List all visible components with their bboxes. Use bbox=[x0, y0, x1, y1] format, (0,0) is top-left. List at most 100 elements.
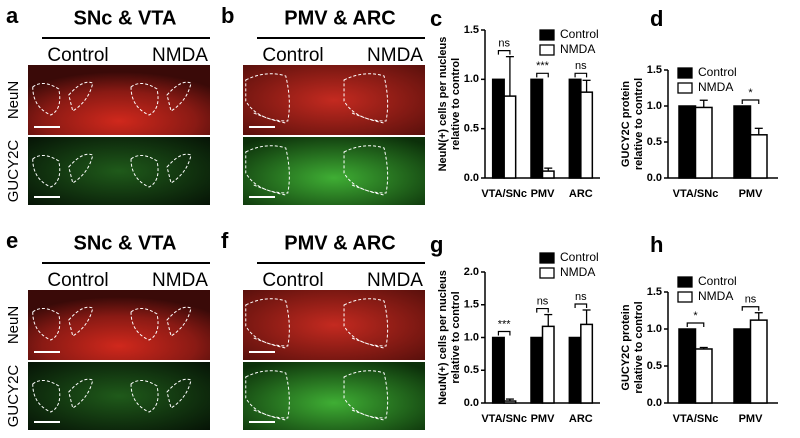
bar bbox=[503, 95, 517, 179]
x-tick-label: VTA/SNc bbox=[673, 413, 719, 425]
significance-bracket bbox=[574, 303, 588, 308]
panel-letter: c bbox=[430, 6, 442, 31]
y-tick-label: 0.0 bbox=[464, 397, 479, 409]
y-axis-label: NeuN(+) cells per nucleus bbox=[437, 37, 449, 172]
micrograph bbox=[243, 362, 425, 430]
significance-bracket bbox=[741, 99, 760, 104]
significance-bracket bbox=[536, 307, 549, 313]
y-tick-label: 0.0 bbox=[647, 172, 662, 184]
nucleus-outline bbox=[130, 153, 192, 188]
micrograph bbox=[243, 65, 425, 135]
y-tick-label: 1.5 bbox=[464, 299, 479, 311]
bar bbox=[694, 106, 713, 179]
y-tick-label: 0.5 bbox=[464, 364, 479, 376]
error-bar bbox=[505, 398, 514, 402]
significance-bracket bbox=[741, 306, 760, 311]
y-axis-label: relative to control bbox=[450, 58, 462, 150]
significance-label: ns bbox=[575, 291, 587, 303]
significance-label: *** bbox=[536, 60, 550, 72]
significance-label: ns bbox=[498, 38, 510, 50]
significance-label: *** bbox=[498, 318, 512, 330]
nucleus-outline bbox=[343, 145, 389, 196]
nucleus-outline bbox=[245, 298, 290, 349]
y-axis-label: GUCY2C protein bbox=[620, 304, 632, 390]
legend-label: NMDA bbox=[698, 289, 733, 303]
nucleus-outline bbox=[32, 378, 94, 413]
x-tick-label: VTA/SNc bbox=[481, 188, 527, 200]
panel-letter: d bbox=[650, 6, 663, 31]
bar bbox=[749, 319, 768, 404]
micrograph bbox=[28, 362, 210, 430]
y-tick-label: 1.0 bbox=[464, 331, 479, 343]
legend-label: Control bbox=[560, 27, 599, 41]
nucleus-outline bbox=[130, 306, 192, 341]
nucleus-outline bbox=[343, 73, 389, 124]
y-tick-label: 1.0 bbox=[647, 100, 662, 112]
significance-label: ns bbox=[537, 295, 549, 307]
micrograph bbox=[28, 137, 210, 205]
panel-letter: a bbox=[6, 3, 19, 28]
significance-label: ns bbox=[575, 60, 587, 72]
y-tick-label: 2.0 bbox=[464, 266, 479, 278]
legend-swatch bbox=[677, 291, 693, 303]
panel-title: SNc & VTA bbox=[74, 232, 177, 254]
nucleus-outline bbox=[245, 73, 290, 124]
nucleus-outline bbox=[245, 370, 290, 421]
error-bar bbox=[544, 167, 553, 172]
legend-swatch bbox=[539, 44, 555, 56]
bar bbox=[541, 325, 555, 404]
nucleus-outline bbox=[343, 298, 389, 349]
error-bar bbox=[699, 346, 708, 349]
bar bbox=[541, 170, 555, 179]
micrograph bbox=[28, 290, 210, 360]
bar bbox=[694, 348, 713, 404]
significance-bracket bbox=[497, 50, 511, 55]
x-tick-label: PMV bbox=[531, 413, 556, 425]
row-label: NeuN bbox=[5, 306, 22, 344]
x-tick-label: PMV bbox=[531, 188, 556, 200]
y-tick-label: 1.5 bbox=[647, 64, 662, 76]
x-tick-label: VTA/SNc bbox=[673, 188, 719, 200]
y-axis-label: NeuN(+) cells per nucleus bbox=[437, 270, 449, 405]
y-tick-label: 0.0 bbox=[647, 397, 662, 409]
y-tick-label: 0.0 bbox=[464, 172, 479, 184]
significance-bracket bbox=[497, 330, 511, 336]
bar bbox=[678, 328, 697, 404]
significance-bracket bbox=[536, 72, 549, 78]
significance-label: ns bbox=[745, 294, 757, 306]
bar bbox=[733, 328, 752, 404]
significance-bracket bbox=[686, 322, 705, 327]
nucleus-outline bbox=[32, 153, 94, 188]
condition-label: NMDA bbox=[367, 45, 423, 66]
y-tick-label: 0.5 bbox=[464, 123, 479, 135]
row-label: GUCY2C bbox=[5, 140, 22, 203]
condition-label: Control bbox=[47, 270, 108, 291]
bar bbox=[733, 105, 752, 179]
error-bar bbox=[699, 99, 708, 108]
x-tick-label: ARC bbox=[569, 188, 593, 200]
row-label: GUCY2C bbox=[5, 365, 22, 428]
panel-letter: e bbox=[6, 228, 18, 253]
legend-label: NMDA bbox=[698, 80, 733, 94]
error-bar bbox=[505, 55, 514, 97]
condition-label: NMDA bbox=[152, 270, 208, 291]
nucleus-outline bbox=[32, 81, 94, 116]
condition-label: Control bbox=[262, 45, 323, 66]
y-axis-label: relative to control bbox=[633, 301, 645, 393]
panel-title: PMV & ARC bbox=[284, 7, 395, 29]
bar bbox=[530, 336, 544, 404]
y-axis-label: relative to control bbox=[633, 78, 645, 170]
bar bbox=[749, 134, 768, 179]
legend-swatch bbox=[539, 29, 555, 41]
panel-title: PMV & ARC bbox=[284, 232, 395, 254]
significance-label: * bbox=[748, 87, 753, 99]
bar bbox=[491, 78, 505, 179]
y-tick-label: 1.5 bbox=[464, 24, 479, 36]
panel-title: SNc & VTA bbox=[74, 7, 177, 29]
legend-swatch bbox=[677, 276, 693, 288]
error-bar bbox=[754, 312, 763, 321]
condition-label: Control bbox=[47, 45, 108, 66]
nucleus-outline bbox=[343, 370, 389, 421]
y-axis-label: GUCY2C protein bbox=[620, 81, 632, 167]
